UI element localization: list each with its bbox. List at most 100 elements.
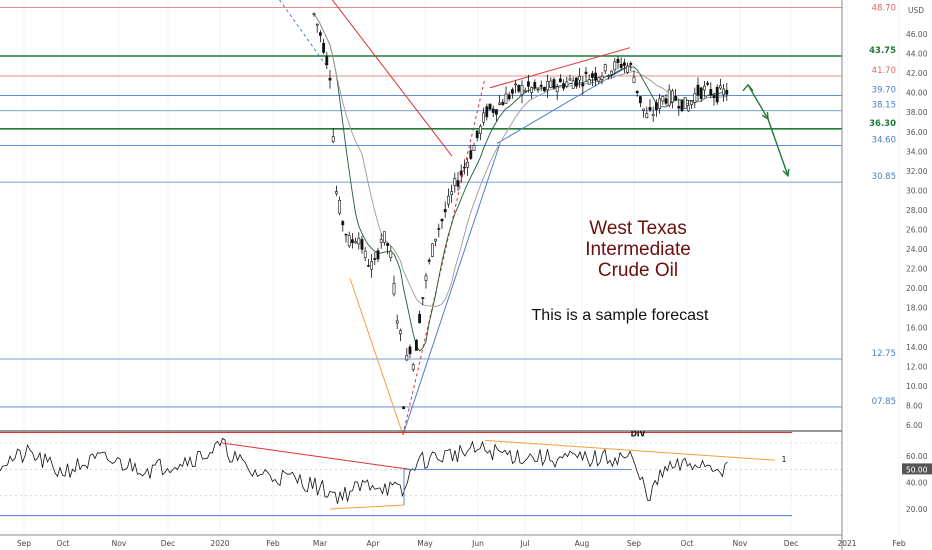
candle-body bbox=[366, 265, 370, 267]
osc-divergence-red bbox=[221, 442, 411, 470]
level-label: 39.70 bbox=[872, 86, 896, 96]
candle-body bbox=[651, 114, 655, 117]
candle-body bbox=[453, 178, 457, 186]
price-tick-label: 30.00 bbox=[906, 186, 928, 195]
candle-body bbox=[635, 90, 639, 94]
candle-body bbox=[706, 82, 710, 85]
candle-body bbox=[613, 61, 617, 71]
candle-body bbox=[533, 82, 537, 89]
moving-average-slow bbox=[313, 13, 727, 308]
candle-body bbox=[386, 243, 390, 246]
candle-body bbox=[526, 81, 530, 87]
time-tick-label: Nov bbox=[112, 539, 127, 548]
candle-body bbox=[427, 259, 431, 262]
candle-body bbox=[437, 228, 441, 230]
title-line-3: Crude Oil bbox=[598, 260, 678, 281]
candle-body bbox=[555, 86, 559, 92]
price-tick-label: 24.00 bbox=[906, 245, 928, 254]
level-label: 41.70 bbox=[872, 66, 896, 76]
candle-body bbox=[718, 85, 722, 89]
candle-body bbox=[434, 238, 438, 242]
candle-body bbox=[514, 83, 518, 86]
candle-body bbox=[523, 90, 527, 92]
candle-body bbox=[350, 239, 354, 244]
candle-body bbox=[619, 63, 623, 68]
chart-title: West Texas Intermediate Crude Oil bbox=[585, 218, 691, 281]
candle-body bbox=[626, 65, 630, 73]
osc-series bbox=[0, 437, 728, 504]
candle-body bbox=[459, 170, 463, 176]
candle-body bbox=[562, 83, 566, 89]
candle-body bbox=[325, 56, 329, 66]
level-label: 38.15 bbox=[872, 101, 896, 111]
osc-tick-label: 60.00 bbox=[906, 452, 928, 461]
candle-body bbox=[402, 406, 406, 410]
time-tick-label: Apr bbox=[367, 539, 381, 548]
price-tick-label: 44.00 bbox=[906, 50, 928, 59]
level-label: 34.60 bbox=[872, 135, 896, 145]
candle-body bbox=[610, 70, 614, 75]
candle-body bbox=[578, 76, 582, 81]
candle-body bbox=[709, 89, 713, 96]
candle-body bbox=[542, 87, 546, 92]
candle-body bbox=[690, 100, 694, 105]
candle-body bbox=[338, 200, 342, 214]
time-tick-label: Sep bbox=[627, 539, 641, 548]
time-tick-label: Nov bbox=[733, 539, 748, 548]
candle-body bbox=[606, 75, 610, 77]
candle-body bbox=[632, 76, 636, 83]
price-tick-label: 14.00 bbox=[906, 343, 928, 352]
candle-body bbox=[584, 71, 588, 74]
title-line-2: Intermediate bbox=[585, 239, 691, 260]
candle-body bbox=[382, 231, 386, 243]
candle-body bbox=[485, 106, 489, 118]
price-tick-label: 10.00 bbox=[906, 382, 928, 391]
candle-body bbox=[440, 218, 444, 222]
candle-body bbox=[536, 88, 540, 91]
candle-body bbox=[414, 340, 418, 351]
trendline-dashed-red bbox=[402, 77, 486, 435]
candle-body bbox=[478, 125, 482, 134]
candle-body bbox=[590, 73, 594, 78]
candle-body bbox=[725, 89, 729, 95]
osc-tick-label: 20.00 bbox=[906, 505, 928, 514]
candle-body bbox=[475, 130, 479, 139]
osc-tick-badge bbox=[902, 463, 932, 475]
forecast-segment bbox=[747, 84, 769, 120]
candle-body bbox=[642, 108, 646, 111]
candle-body bbox=[334, 191, 338, 194]
candle-body bbox=[558, 78, 562, 83]
candle-body bbox=[488, 103, 492, 110]
candle-body bbox=[507, 94, 511, 100]
price-tick-label: 18.00 bbox=[906, 304, 928, 313]
candle-body bbox=[341, 221, 345, 226]
candle-body bbox=[347, 235, 351, 247]
time-tick-label: Aug bbox=[575, 539, 590, 548]
candle-body bbox=[395, 320, 399, 324]
candle-body bbox=[699, 87, 703, 100]
candle-body bbox=[446, 195, 450, 205]
price-tick-label: 32.00 bbox=[906, 167, 928, 176]
osc-divergence-orange-low bbox=[329, 504, 405, 510]
candle-body bbox=[574, 77, 578, 87]
candle-body bbox=[670, 90, 674, 103]
time-tick-label: Jul bbox=[519, 539, 529, 548]
price-tick-label: 8.00 bbox=[906, 401, 923, 410]
candle-body bbox=[363, 250, 367, 258]
candle-body bbox=[504, 93, 508, 104]
candle-body bbox=[398, 330, 402, 335]
candle-body bbox=[469, 150, 473, 159]
candle-body bbox=[677, 105, 681, 109]
candle-body bbox=[389, 250, 393, 258]
candle-body bbox=[456, 180, 460, 187]
candle-body bbox=[318, 32, 322, 36]
candle-body bbox=[683, 97, 687, 109]
candle-body bbox=[357, 237, 361, 245]
price-tick-label: 40.00 bbox=[906, 89, 928, 98]
candle-body bbox=[587, 79, 591, 85]
time-tick-label: Oct bbox=[57, 539, 70, 548]
time-tick-label: 2020 bbox=[210, 539, 229, 548]
candle-body bbox=[715, 86, 719, 103]
candle-body bbox=[581, 83, 585, 87]
